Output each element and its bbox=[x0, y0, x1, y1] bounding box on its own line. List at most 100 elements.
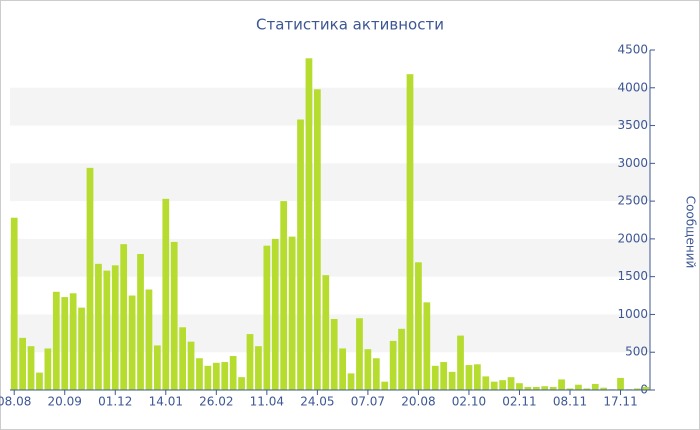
y-axis-label: Сообщений bbox=[684, 196, 698, 269]
bar bbox=[499, 380, 506, 390]
y-tick-label: 3000 bbox=[617, 156, 648, 170]
bar bbox=[19, 337, 26, 390]
x-tick-label: 07.07 bbox=[351, 395, 385, 409]
bar bbox=[398, 328, 405, 390]
y-tick-label: 3500 bbox=[617, 118, 648, 132]
x-tick-label: 24.05 bbox=[300, 395, 334, 409]
bar bbox=[448, 371, 456, 390]
bar bbox=[61, 297, 69, 390]
bar bbox=[322, 275, 330, 390]
x-tick-label: 14.01 bbox=[149, 395, 183, 409]
bar bbox=[145, 289, 153, 390]
bar bbox=[516, 383, 523, 390]
bar bbox=[541, 386, 549, 390]
bar bbox=[288, 236, 296, 390]
bar bbox=[263, 245, 271, 390]
bar bbox=[221, 362, 229, 390]
bar bbox=[120, 244, 128, 390]
bar bbox=[179, 327, 186, 390]
bar bbox=[246, 334, 254, 390]
y-tick-label: 1000 bbox=[617, 307, 648, 321]
bar bbox=[381, 381, 389, 390]
bar bbox=[86, 167, 94, 390]
bar bbox=[465, 365, 473, 390]
bar bbox=[431, 365, 439, 390]
y-tick-label: 4000 bbox=[617, 80, 648, 94]
bar bbox=[566, 388, 574, 390]
x-tick-label: 02.10 bbox=[452, 395, 486, 409]
bar bbox=[10, 217, 18, 390]
bar bbox=[187, 341, 195, 390]
grid-band bbox=[10, 87, 650, 126]
bar bbox=[440, 362, 448, 390]
x-tick-label: 02.11 bbox=[502, 395, 536, 409]
bar bbox=[642, 386, 650, 390]
bar bbox=[339, 348, 346, 390]
bar bbox=[389, 340, 397, 390]
bar bbox=[238, 377, 245, 390]
bar bbox=[280, 201, 288, 390]
bar bbox=[372, 358, 380, 390]
bar bbox=[255, 346, 262, 390]
bar bbox=[415, 262, 422, 390]
bar bbox=[330, 318, 338, 390]
bar bbox=[212, 362, 220, 390]
bar bbox=[314, 89, 321, 391]
bar bbox=[137, 254, 144, 390]
chart-title: Статистика активности bbox=[256, 16, 444, 34]
y-tick-label: 2500 bbox=[617, 194, 648, 208]
x-tick-label: 20.09 bbox=[48, 395, 82, 409]
x-tick-label: 17.11 bbox=[603, 395, 637, 409]
bar bbox=[170, 241, 178, 390]
bar bbox=[600, 387, 608, 390]
bar bbox=[78, 307, 85, 390]
bar bbox=[229, 356, 237, 390]
y-tick-label: 4500 bbox=[617, 43, 648, 57]
bar bbox=[271, 238, 279, 390]
bar bbox=[36, 372, 43, 390]
bar bbox=[204, 365, 212, 390]
bar bbox=[69, 293, 77, 390]
bar bbox=[482, 376, 490, 390]
bar bbox=[162, 198, 170, 390]
x-tick-label: 08.08 bbox=[0, 395, 31, 409]
bar bbox=[474, 364, 481, 390]
bar bbox=[297, 119, 304, 390]
bar bbox=[617, 377, 624, 390]
bar bbox=[196, 358, 203, 390]
bar bbox=[52, 291, 60, 390]
x-tick-label: 08.11 bbox=[553, 395, 587, 409]
bar bbox=[524, 386, 532, 390]
bar bbox=[154, 345, 161, 390]
grid-band bbox=[10, 163, 650, 202]
bar bbox=[457, 335, 464, 390]
bar bbox=[558, 379, 565, 390]
bar bbox=[507, 377, 515, 390]
bar bbox=[111, 265, 119, 390]
bar bbox=[423, 302, 431, 390]
y-tick-label: 500 bbox=[625, 345, 648, 359]
bar bbox=[305, 58, 313, 391]
bar bbox=[549, 386, 557, 390]
x-tick-label: 20.08 bbox=[401, 395, 435, 409]
bar bbox=[583, 388, 591, 390]
bar bbox=[634, 388, 641, 390]
bar bbox=[103, 270, 111, 390]
y-tick-label: 2000 bbox=[617, 231, 648, 245]
bar bbox=[406, 74, 414, 390]
bar bbox=[27, 346, 35, 390]
bar bbox=[364, 349, 372, 390]
bar bbox=[95, 263, 102, 390]
bar bbox=[591, 383, 599, 390]
bar bbox=[490, 381, 498, 390]
x-tick-label: 01.12 bbox=[98, 395, 132, 409]
y-tick-label: 1500 bbox=[617, 269, 648, 283]
bar bbox=[532, 386, 540, 390]
bar bbox=[575, 384, 582, 390]
x-tick-label: 26.02 bbox=[199, 395, 233, 409]
x-tick-label: 11.04 bbox=[250, 395, 284, 409]
bar bbox=[128, 295, 136, 390]
bar bbox=[347, 373, 355, 390]
bar bbox=[356, 318, 363, 390]
